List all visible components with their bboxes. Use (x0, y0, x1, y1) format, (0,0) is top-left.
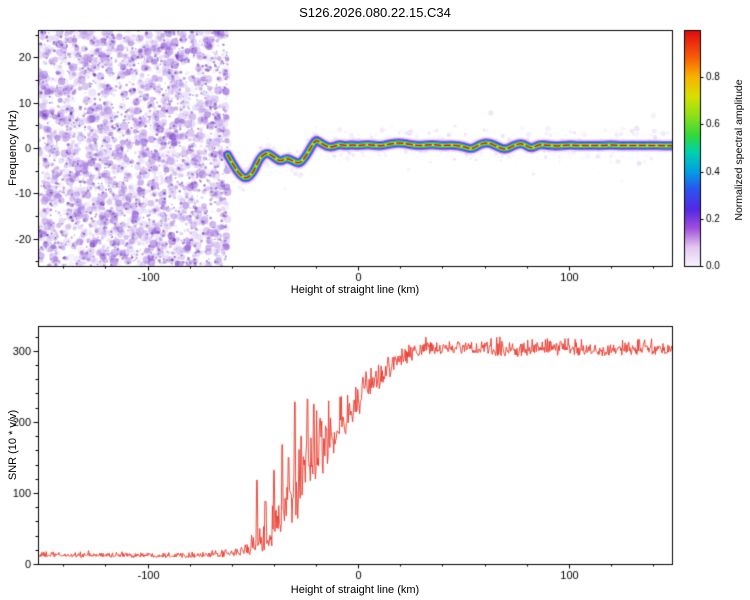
spectrogram-canvas (0, 0, 750, 300)
bottom-y-axis-label: SNR (10 * v/v) (7, 409, 19, 481)
snr-chart-canvas (0, 300, 750, 600)
top-x-axis-label: Height of straight line (km) (290, 284, 420, 296)
top-y-axis-label: Frequency (Hz) (7, 110, 19, 186)
colorbar-label: Normalized spectral amplitude (733, 79, 745, 221)
bottom-x-axis-label: Height of straight line (km) (290, 584, 420, 596)
